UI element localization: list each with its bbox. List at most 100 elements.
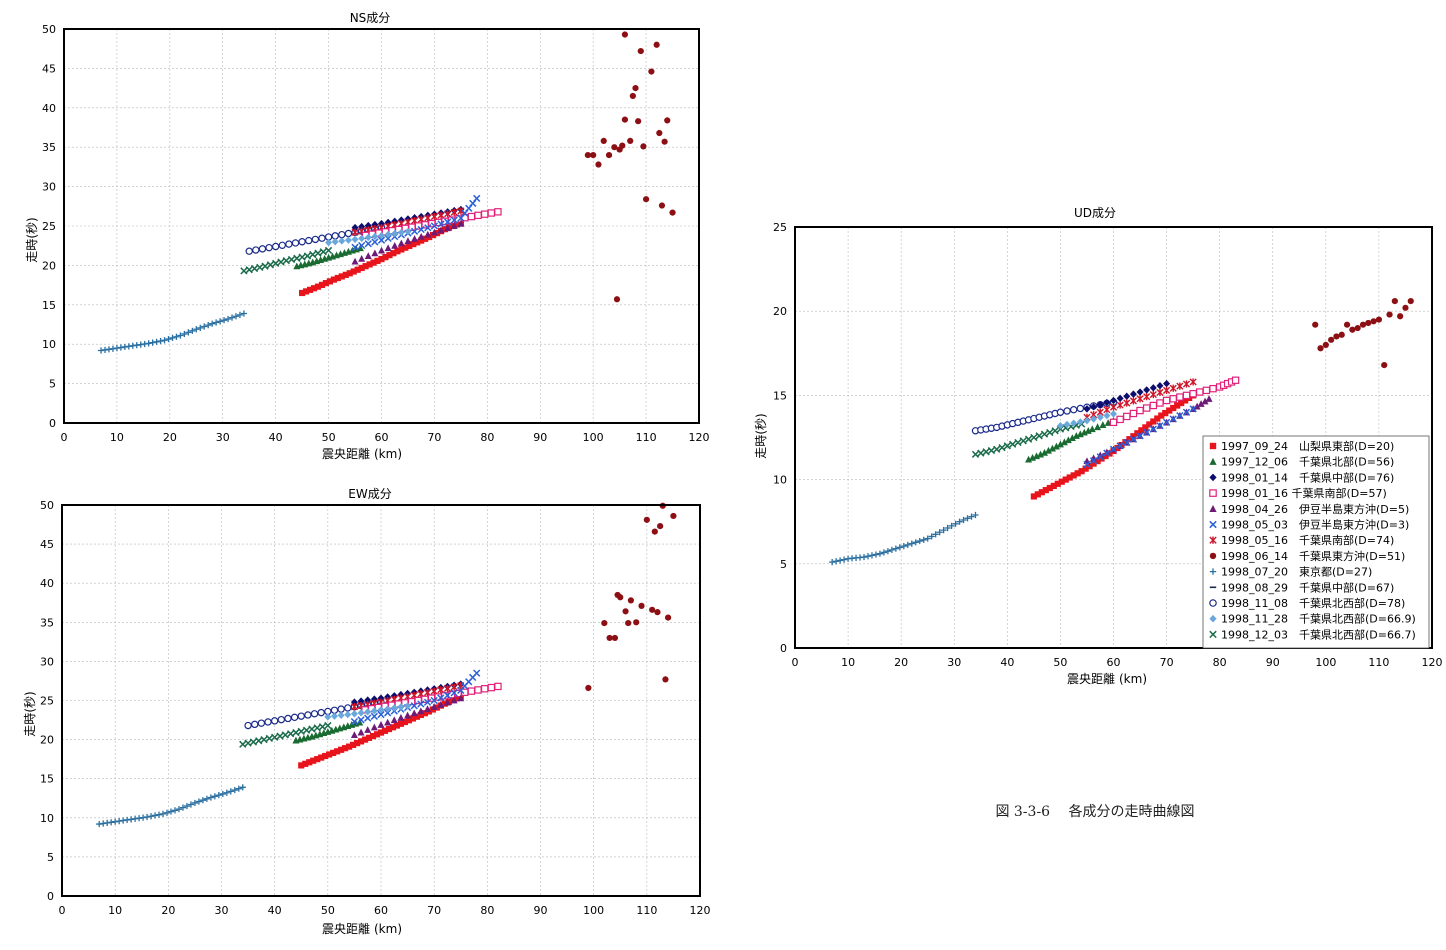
data-point: [1109, 403, 1118, 411]
data-point: [422, 235, 429, 242]
data-point: [155, 811, 163, 818]
data-point: [1143, 386, 1151, 394]
data-point: [868, 552, 876, 559]
data-point: [908, 540, 915, 547]
data-point: [378, 255, 385, 263]
data-point: [276, 732, 284, 740]
data-point: [346, 743, 353, 750]
data-point: [314, 249, 322, 257]
data-point: [1375, 316, 1383, 323]
data-point: [433, 704, 440, 711]
data-point: [600, 137, 607, 144]
data-point: [384, 234, 392, 243]
data-point: [306, 759, 313, 766]
data-point: [244, 721, 252, 730]
data-point: [324, 713, 332, 721]
x-axis-label: 震央距離: [322, 922, 370, 936]
x-tick-label: 50: [322, 431, 336, 444]
data-point: [195, 798, 203, 805]
data-point: [290, 713, 299, 722]
legend-item: 1998_07_20 東京都(D=27): [1209, 565, 1372, 579]
x-tick-label: 20: [163, 431, 177, 444]
data-point: [189, 327, 196, 334]
data-point: [658, 202, 666, 209]
data-point: [896, 544, 903, 551]
data-point: [487, 683, 496, 692]
data-point: [494, 208, 502, 216]
data-point: [605, 151, 613, 159]
data-point: [1176, 411, 1184, 420]
data-point: [344, 236, 352, 244]
data-point: [480, 210, 489, 218]
data-point: [213, 319, 220, 326]
x-tick-label: 60: [374, 904, 388, 917]
data-point: [1209, 520, 1217, 529]
data-point: [1094, 457, 1101, 465]
data-point: [968, 513, 975, 520]
data-point: [362, 263, 369, 270]
data-point: [377, 729, 385, 736]
plot-frame: [794, 226, 1433, 649]
grid: [62, 505, 700, 896]
data-point: [358, 255, 366, 262]
data-point: [364, 726, 372, 733]
data-point: [1146, 421, 1153, 428]
data-point: [322, 280, 330, 287]
data-point: [1156, 382, 1164, 390]
data-point: [1176, 382, 1184, 390]
data-point: [179, 804, 187, 811]
legend-item: 1997_12_06 千葉県北部(D=56): [1209, 455, 1394, 469]
data-point: [880, 549, 888, 556]
data-point: [1154, 415, 1161, 422]
data-point: [304, 711, 312, 719]
data-point: [342, 271, 349, 278]
y-tick-label: 5: [780, 558, 787, 571]
data-point: [424, 705, 432, 713]
data-point: [286, 730, 295, 738]
data-point: [326, 751, 333, 758]
y-tick-label: 45: [40, 538, 54, 551]
data-point: [601, 619, 608, 627]
data-point: [406, 242, 413, 249]
data-point: [1174, 402, 1181, 409]
data-point: [1197, 400, 1205, 407]
data-point: [1076, 418, 1084, 426]
data-point: [350, 698, 358, 706]
data-point: [1182, 408, 1191, 416]
data-point: [1069, 406, 1078, 414]
data-point: [219, 790, 226, 798]
data-point: [1060, 438, 1068, 446]
x-tick-label: 40: [1000, 656, 1014, 669]
data-point: [215, 792, 222, 799]
data-point: [1040, 430, 1049, 438]
data-point: [627, 597, 634, 604]
series-s12: [325, 227, 412, 247]
data-point: [384, 230, 392, 239]
data-point: [1142, 424, 1149, 431]
data-point: [1096, 413, 1104, 421]
x-tick-label: 70: [427, 904, 441, 917]
x-tick-label: 110: [636, 904, 657, 917]
data-point: [344, 710, 352, 719]
data-point: [298, 762, 305, 769]
data-point: [417, 700, 425, 708]
data-point: [151, 812, 159, 819]
data-point: [318, 723, 327, 731]
series-s11: [244, 698, 385, 730]
y-axis-label: 走時(秒): [25, 217, 39, 262]
data-point: [271, 242, 280, 251]
data-point: [364, 714, 372, 722]
legend-label: 1997_12_06 千葉県北部(D=56): [1221, 455, 1394, 469]
data-point: [1136, 395, 1144, 403]
data-point: [351, 223, 359, 232]
data-point: [1044, 446, 1052, 454]
data-point: [1094, 423, 1102, 431]
data-point: [1070, 472, 1077, 479]
data-point: [1209, 599, 1217, 607]
data-point: [169, 334, 176, 341]
legend-item: 1998_06_14 千葉県東方沖(D=51): [1209, 549, 1405, 563]
y-tick-label: 10: [40, 812, 54, 825]
data-point: [670, 512, 677, 520]
x-tick-label: 110: [636, 431, 657, 444]
